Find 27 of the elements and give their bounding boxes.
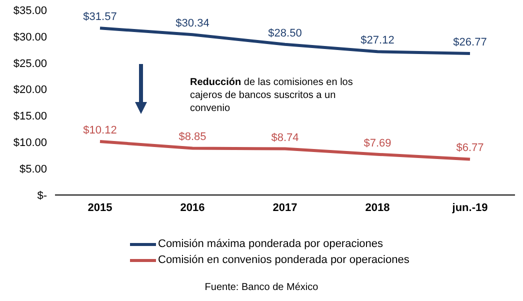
- data-label: $31.57: [83, 11, 117, 24]
- y-tick-label: $25.00: [13, 58, 47, 70]
- annotation: Reducción de las comisiones en los cajeros de bancos suscritos a un convenio: [190, 76, 354, 115]
- data-label: $7.69: [364, 137, 392, 150]
- data-label: $10.12: [83, 124, 117, 137]
- y-tick-label: $35.00: [13, 4, 47, 17]
- data-label: $30.34: [176, 18, 210, 30]
- y-tick-label: $5.00: [19, 163, 47, 176]
- y-tick-label: $30.00: [13, 31, 47, 44]
- data-label: $27.12: [360, 34, 394, 47]
- y-tick-label: $10.00: [13, 137, 47, 150]
- x-tick-label: 2016: [180, 202, 205, 214]
- source-note: Fuente: Banco de México: [204, 282, 320, 293]
- data-label: $26.77: [453, 36, 487, 48]
- y-tick-label: $-: [37, 190, 48, 202]
- legend-label: Comisión en convenios ponderada por operaciones: [158, 253, 410, 268]
- x-tick-label: jun.-19: [451, 202, 488, 214]
- data-label: $8.74: [271, 132, 299, 144]
- data-label: $6.77: [456, 142, 484, 154]
- data-label: $8.85: [178, 131, 206, 144]
- y-tick-label: $20.00: [13, 84, 47, 96]
- y-tick-label: $15.00: [13, 110, 47, 123]
- x-tick-label: 2018: [365, 202, 390, 214]
- x-tick-label: 2017: [272, 202, 298, 214]
- x-tick-label: 2015: [88, 202, 112, 214]
- legend-label: Comisión máxima ponderada por operaciones: [158, 237, 384, 252]
- data-label: $28.50: [268, 27, 302, 40]
